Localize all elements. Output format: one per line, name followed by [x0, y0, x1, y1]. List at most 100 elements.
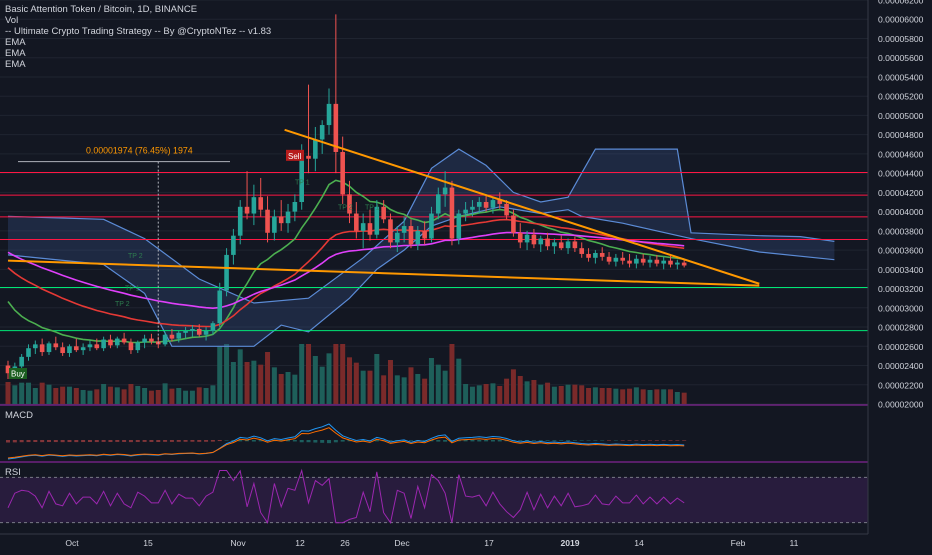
macd-histogram-bar: [197, 440, 202, 442]
macd-histogram-bar: [245, 440, 250, 442]
candle-up: [176, 332, 182, 339]
volume-bar-up: [394, 375, 400, 404]
volume-bar-down: [121, 389, 127, 404]
candle-up: [251, 197, 257, 214]
candle-up: [203, 330, 209, 335]
price-tick-label: 0.00002600: [878, 342, 924, 352]
candle-down: [545, 238, 550, 247]
macd-histogram-bar: [402, 440, 407, 442]
macd-histogram-bar: [545, 440, 550, 441]
price-tick-label: 0.00002200: [878, 380, 924, 390]
sell-label: Sell: [288, 152, 302, 161]
volume-bar-down: [606, 388, 612, 404]
macd-histogram-bar: [627, 440, 632, 441]
macd-histogram-bar: [470, 440, 475, 442]
volume-bar-up: [66, 386, 72, 404]
candle-up: [190, 328, 195, 331]
candle-up: [538, 238, 544, 245]
macd-histogram-bar: [306, 440, 311, 443]
macd-histogram-bar: [258, 440, 263, 442]
legend-indicator-vol[interactable]: Vol: [5, 15, 19, 26]
cloud-fill: [8, 149, 835, 347]
volume-bar-down: [278, 374, 284, 404]
price-tick-label: 0.00003800: [878, 226, 924, 236]
volume-bar-up: [237, 349, 243, 404]
legend-indicator-ema-1[interactable]: EMA: [5, 37, 26, 48]
volume-bar-down: [128, 384, 134, 404]
candle-up: [456, 213, 462, 239]
sell-badge: [286, 149, 304, 161]
tp-label: TP 2: [338, 205, 353, 212]
volume-bar-down: [483, 384, 489, 404]
legend-indicator-ema-3[interactable]: EMA: [5, 59, 26, 70]
candle-down: [381, 206, 386, 220]
candle-up: [613, 257, 619, 262]
macd-histogram-bar: [436, 440, 441, 442]
price-tick-label: 0.00003200: [878, 284, 924, 294]
chart-title[interactable]: Basic Attention Token / Bitcoin, 1D, BIN…: [5, 4, 198, 15]
legend-indicator-ema-2[interactable]: EMA: [5, 48, 26, 59]
volume-bar-up: [647, 390, 653, 404]
macd-histogram-bar: [94, 440, 99, 443]
volume-bar-down: [53, 388, 59, 404]
macd-histogram-bar: [313, 440, 318, 443]
volume-bar-down: [340, 344, 346, 404]
volume-bar-down: [244, 362, 250, 404]
macd-histogram-bar: [333, 440, 338, 443]
macd-histogram-bar: [156, 440, 161, 442]
candle-up: [634, 258, 639, 264]
volume-bar-up: [251, 360, 257, 404]
volume-bar-down: [572, 384, 578, 404]
candle-up: [46, 343, 52, 353]
volume-bar-down: [504, 378, 510, 404]
candle-up: [142, 338, 147, 343]
candle-up: [26, 348, 31, 357]
candle-up: [675, 262, 680, 265]
candle-up: [593, 252, 598, 258]
macd-histogram-bar: [484, 440, 489, 442]
grid: [0, 0, 932, 535]
macd-histogram-bar: [593, 440, 598, 441]
macd-histogram-bar: [12, 440, 17, 443]
rsi-band: [0, 477, 868, 523]
candle-up: [470, 206, 475, 210]
time-tick-label: 14: [634, 538, 644, 548]
volume-bar-up: [32, 388, 38, 404]
time-tick-label: Feb: [731, 538, 746, 548]
macd-histogram-bar: [531, 440, 536, 441]
volume-bar-down: [545, 382, 551, 404]
candle-down: [149, 338, 154, 342]
price-tick-label: 0.00004800: [878, 130, 924, 140]
price-tick-label: 0.00005600: [878, 53, 924, 63]
time-tick-label: 17: [484, 538, 494, 548]
buy-label: Buy: [11, 370, 25, 379]
macd-histogram-bar: [320, 440, 325, 443]
macd-histogram-bar: [299, 440, 304, 443]
time-tick-label: 2019: [560, 538, 579, 548]
macd-histogram-bar: [340, 440, 345, 442]
price-axis[interactable]: 0.00006200 0.00006000 0.00005800 0.00005600…: [867, 0, 932, 550]
macd-histogram-bar: [279, 440, 284, 442]
candle-down: [572, 241, 578, 249]
candle-up: [463, 209, 468, 214]
candles[interactable]: [5, 14, 687, 379]
rsi-title[interactable]: RSI: [5, 467, 21, 478]
macd-title[interactable]: MACD: [5, 410, 33, 421]
volume-bar-up: [442, 370, 448, 404]
trendlines[interactable]: [7, 128, 760, 287]
price-tick-label: 0.00002800: [878, 323, 924, 333]
volume-bar-up: [469, 386, 475, 404]
candle-up: [552, 242, 557, 247]
legend-indicator-strategy[interactable]: -- Ultimate Crypto Trading Strategy -- B…: [5, 26, 272, 37]
volume-bar-down: [408, 367, 414, 404]
volume-bar-up: [374, 354, 380, 404]
candle-up: [217, 290, 223, 324]
volume-bar-down: [599, 388, 605, 404]
macd-histogram-bar: [456, 440, 461, 442]
tp-label: TP 1: [295, 180, 310, 187]
candle-up: [374, 206, 380, 235]
volume-bar-down: [39, 382, 45, 404]
time-axis[interactable]: Oct 15 Nov 12 26 Dec 17 2019 14 Feb 11: [65, 538, 798, 548]
